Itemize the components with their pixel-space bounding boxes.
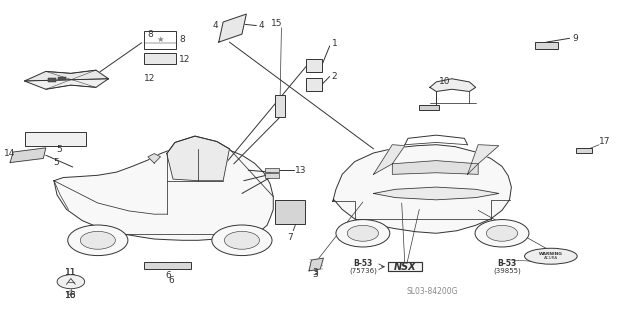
Polygon shape xyxy=(54,146,273,240)
Polygon shape xyxy=(374,145,405,174)
Polygon shape xyxy=(148,154,161,163)
FancyBboxPatch shape xyxy=(420,105,440,110)
FancyBboxPatch shape xyxy=(306,59,322,72)
FancyBboxPatch shape xyxy=(388,262,423,271)
Text: 4: 4 xyxy=(212,21,218,30)
Polygon shape xyxy=(167,136,229,181)
Polygon shape xyxy=(10,148,46,163)
Text: 17: 17 xyxy=(599,137,610,146)
Text: 10: 10 xyxy=(440,77,451,86)
Circle shape xyxy=(57,275,85,289)
Circle shape xyxy=(80,231,116,249)
Text: B-53: B-53 xyxy=(354,259,372,268)
Text: 13: 13 xyxy=(295,166,306,175)
Text: 9: 9 xyxy=(572,34,578,43)
Text: NSX: NSX xyxy=(394,262,416,272)
Circle shape xyxy=(336,220,390,247)
Ellipse shape xyxy=(524,248,577,264)
Text: 6: 6 xyxy=(168,276,174,285)
FancyBboxPatch shape xyxy=(275,200,305,224)
FancyBboxPatch shape xyxy=(144,53,176,64)
Text: ACURA: ACURA xyxy=(544,256,558,260)
Polygon shape xyxy=(219,14,246,42)
Circle shape xyxy=(212,225,272,256)
Circle shape xyxy=(486,225,517,241)
Text: 5: 5 xyxy=(53,158,58,167)
Text: 5: 5 xyxy=(56,145,62,154)
Text: 14: 14 xyxy=(4,149,15,158)
Polygon shape xyxy=(333,145,511,233)
Text: 16: 16 xyxy=(65,291,77,300)
Text: 12: 12 xyxy=(144,74,156,83)
Text: 8: 8 xyxy=(147,30,153,39)
Circle shape xyxy=(475,220,529,247)
Circle shape xyxy=(224,231,259,249)
Text: 15: 15 xyxy=(271,19,282,28)
Polygon shape xyxy=(392,161,478,174)
Text: 2: 2 xyxy=(332,72,337,81)
Polygon shape xyxy=(467,145,499,174)
Circle shape xyxy=(67,291,75,295)
FancyBboxPatch shape xyxy=(275,95,285,117)
Text: 3: 3 xyxy=(312,269,318,279)
Circle shape xyxy=(347,225,379,241)
Polygon shape xyxy=(374,187,499,200)
Text: B-53: B-53 xyxy=(497,259,517,268)
Text: 7: 7 xyxy=(288,233,293,242)
Text: 12: 12 xyxy=(179,55,191,64)
Text: 7: 7 xyxy=(290,224,296,233)
Circle shape xyxy=(68,225,128,256)
Text: SL03-84200G: SL03-84200G xyxy=(406,287,458,296)
Text: 11: 11 xyxy=(65,268,77,277)
FancyBboxPatch shape xyxy=(24,132,86,146)
FancyBboxPatch shape xyxy=(144,31,176,49)
Text: 6: 6 xyxy=(166,271,171,280)
FancyBboxPatch shape xyxy=(576,148,592,153)
Text: 11: 11 xyxy=(65,268,77,277)
FancyBboxPatch shape xyxy=(58,76,66,80)
FancyBboxPatch shape xyxy=(306,78,322,91)
Text: 8: 8 xyxy=(179,35,185,44)
Text: 1: 1 xyxy=(332,39,337,48)
Polygon shape xyxy=(430,79,475,92)
FancyBboxPatch shape xyxy=(144,262,190,269)
Text: 3: 3 xyxy=(312,268,318,277)
Text: 16: 16 xyxy=(65,291,77,300)
FancyBboxPatch shape xyxy=(48,78,56,82)
Polygon shape xyxy=(309,258,323,271)
Text: (75736): (75736) xyxy=(349,268,377,274)
Text: 4: 4 xyxy=(259,21,264,30)
Text: (39855): (39855) xyxy=(493,268,521,274)
Text: ★: ★ xyxy=(156,35,164,44)
FancyBboxPatch shape xyxy=(265,173,279,178)
Text: WARNING: WARNING xyxy=(539,252,563,256)
Polygon shape xyxy=(24,70,109,81)
FancyBboxPatch shape xyxy=(265,168,279,172)
Polygon shape xyxy=(24,79,109,89)
FancyBboxPatch shape xyxy=(534,42,558,49)
